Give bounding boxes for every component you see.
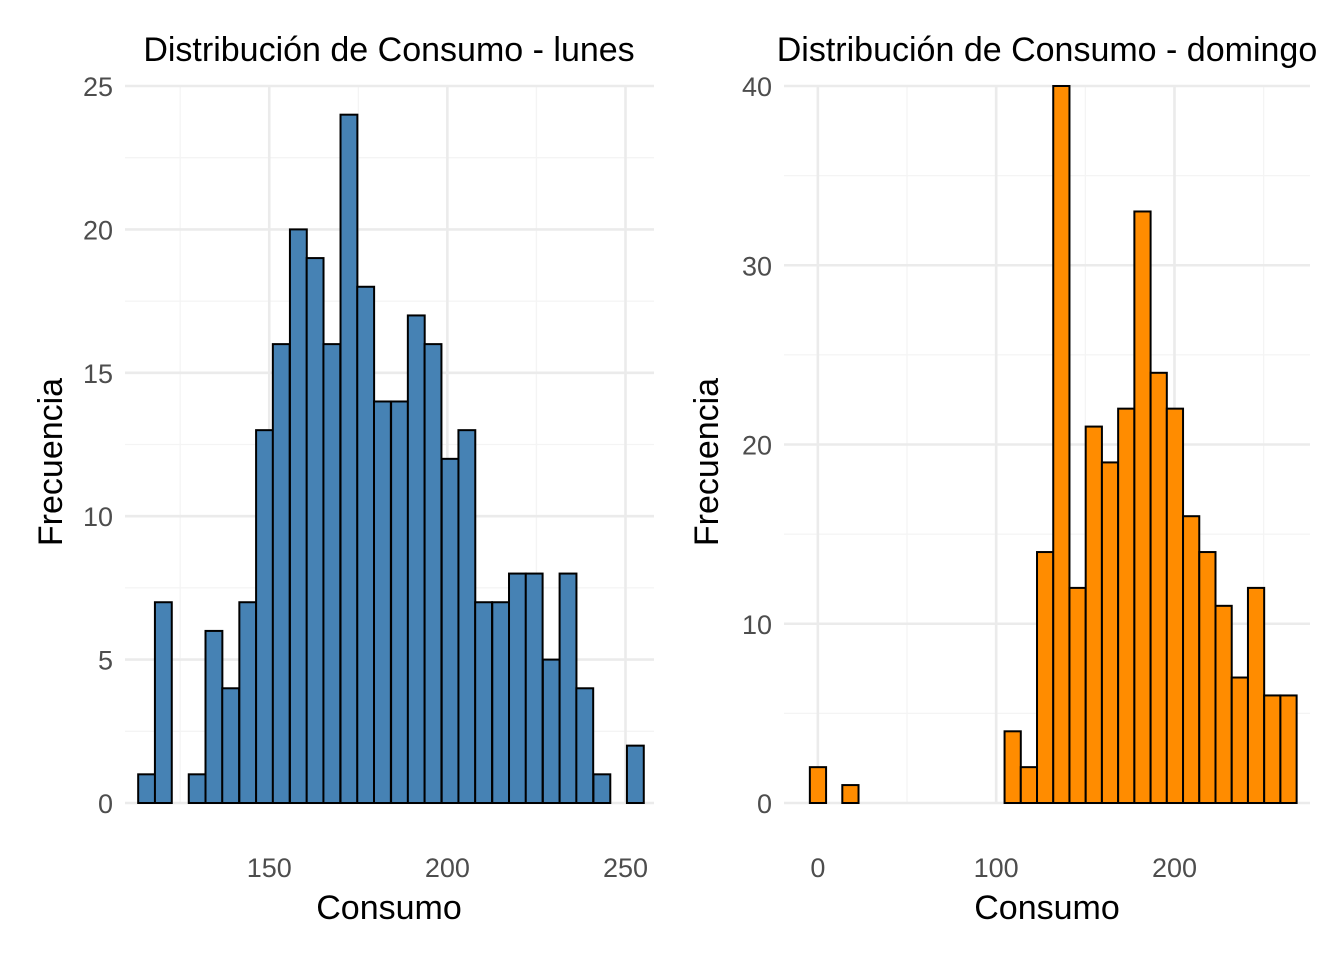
histogram-bar	[1182, 515, 1201, 804]
x-axis-title: Consumo	[974, 889, 1120, 927]
y-tick-label: 0	[757, 789, 772, 819]
histogram-bar	[339, 113, 359, 805]
histogram-domingo-panel: 0 10 20 30 40 0 100 200 Distribución de Consum…	[688, 31, 1317, 927]
histogram-bar	[440, 457, 460, 804]
histogram-bar	[238, 601, 258, 804]
histogram-bar	[423, 343, 443, 804]
y-axis-title: Frecuencia	[32, 378, 70, 546]
histogram-bar	[808, 766, 828, 805]
y-tick-labels: 0 10 20 30 40	[742, 72, 772, 819]
histogram-bar	[474, 601, 494, 804]
histogram-bar	[575, 687, 595, 805]
histogram-bar	[356, 285, 376, 804]
x-axis-title: Consumo	[316, 889, 462, 927]
histogram-bars	[137, 113, 645, 805]
histogram-bar	[1052, 85, 1071, 804]
histogram-bar	[1149, 371, 1168, 804]
y-tick-label: 5	[98, 646, 113, 676]
x-tick-label: 200	[425, 853, 470, 883]
histogram-bar	[1279, 694, 1298, 805]
x-tick-labels: 0 100 200	[810, 853, 1197, 883]
histogram-bar	[1230, 676, 1249, 805]
histogram-bar	[305, 257, 325, 804]
histogram-bar	[373, 400, 392, 804]
x-tick-label: 0	[810, 853, 825, 883]
histogram-bar	[204, 629, 224, 804]
histogram-bars	[808, 85, 1298, 805]
histogram-bar	[1133, 210, 1152, 805]
histogram-bar	[390, 400, 409, 804]
y-tick-label: 25	[83, 72, 113, 102]
y-axis-title: Frecuencia	[688, 378, 726, 546]
histogram-bar	[1084, 425, 1103, 804]
histogram-bar	[524, 572, 544, 804]
y-tick-label: 10	[83, 502, 113, 532]
histogram-bar	[1198, 551, 1217, 804]
histogram-bar	[271, 343, 291, 804]
histogram-bar	[1165, 407, 1185, 804]
histogram-bar	[137, 773, 157, 805]
histogram-bar	[541, 658, 561, 804]
y-tick-label: 20	[83, 215, 113, 245]
histogram-bar	[1214, 604, 1233, 805]
histogram-bar	[187, 773, 207, 805]
histogram-bar	[592, 773, 612, 805]
x-tick-label: 150	[247, 853, 292, 883]
histogram-bar	[221, 687, 241, 805]
y-tick-label: 10	[742, 610, 772, 640]
histogram-bar	[1036, 551, 1055, 804]
histogram-bar	[491, 601, 511, 804]
x-tick-label: 100	[974, 853, 1019, 883]
histogram-bar	[558, 572, 578, 804]
histogram-bar	[153, 601, 173, 804]
histogram-lunes-panel: 0 5 10 15 20 25 150 200 250 Distribución de Con…	[32, 31, 654, 927]
histogram-bar	[457, 429, 477, 804]
y-tick-label: 15	[83, 359, 113, 389]
y-tick-labels: 0 5 10 15 20 25	[83, 72, 113, 819]
x-tick-labels: 150 200 250	[247, 853, 648, 883]
x-tick-label: 250	[603, 853, 648, 883]
histogram-bar	[1019, 766, 1039, 805]
histogram-bar	[1117, 407, 1136, 804]
histogram-bar	[406, 314, 426, 804]
histogram-bar	[841, 784, 860, 805]
histogram-bar	[1246, 586, 1266, 805]
histogram-bar	[255, 429, 274, 804]
histogram-bar	[1003, 730, 1022, 804]
y-tick-label: 40	[742, 72, 772, 102]
chart-title: Distribución de Consumo - lunes	[143, 31, 634, 69]
histogram-bar	[1100, 461, 1120, 804]
histogram-bar	[1263, 694, 1282, 805]
chart-title: Distribución de Consumo - domingo	[777, 31, 1317, 69]
histogram-bar	[322, 343, 342, 804]
x-tick-label: 200	[1152, 853, 1197, 883]
y-tick-label: 30	[742, 251, 772, 281]
y-tick-label: 20	[742, 431, 772, 461]
histogram-bar	[625, 744, 645, 805]
y-tick-label: 0	[98, 789, 113, 819]
histogram-bar	[288, 228, 308, 804]
histogram-bar	[508, 572, 527, 804]
histogram-bar	[1068, 586, 1087, 805]
